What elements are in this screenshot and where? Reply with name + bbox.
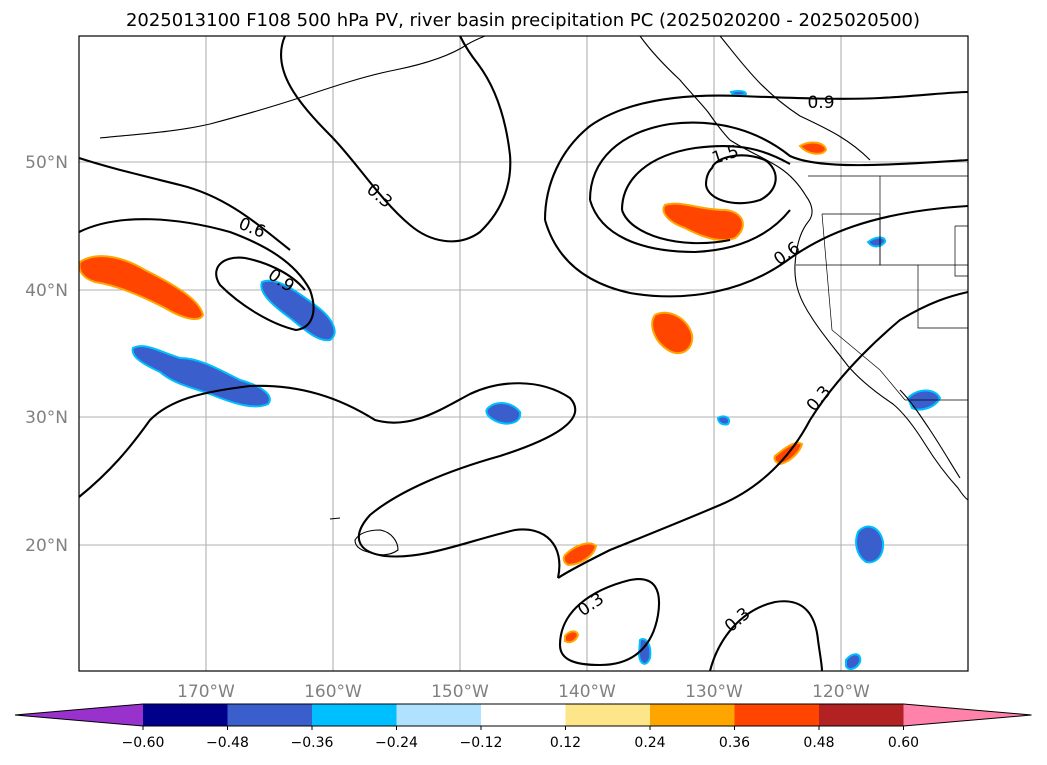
lat-tick-label: 50°N <box>25 153 68 173</box>
lat-tick-label: 20°N <box>25 536 68 556</box>
colorbar-tick-label: 0.12 <box>550 735 581 751</box>
pv-contour-line <box>557 290 969 579</box>
positive-precip-region <box>562 542 598 567</box>
colorbar-tick-label: 0.36 <box>719 735 750 751</box>
colorbar-tick-label: −0.60 <box>122 735 165 751</box>
colorbar-tick-label: 0.48 <box>803 735 834 751</box>
lon-tick-label: 170°W <box>177 682 235 702</box>
colorbar-segment <box>227 704 313 726</box>
colorbar-tick-label: 0.24 <box>634 735 665 751</box>
colorbar-tick-label: 0.60 <box>888 735 919 751</box>
lon-tick-label: 130°W <box>685 682 743 702</box>
pv-contour-line <box>621 209 731 245</box>
lon-tick-label: 150°W <box>431 682 489 702</box>
contour-label: 0.3 <box>803 382 836 416</box>
colorbar-segment <box>396 704 482 726</box>
negative-precip-region <box>845 653 862 671</box>
lon-tick-labels: 170°W 160°W 150°W 140°W 130°W 120°W <box>177 682 870 702</box>
political-borders <box>796 175 969 401</box>
lon-tick-label: 120°W <box>812 682 870 702</box>
pv-contour-line <box>620 145 791 211</box>
map-title: 2025013100 F108 500 hPa PV, river basin … <box>126 10 920 31</box>
colorbar-segment <box>565 704 651 726</box>
pv-contour-line <box>543 204 969 298</box>
negative-precip-region <box>855 525 885 564</box>
contour-labels: 0.3 0.6 0.9 1.5 0.9 0.6 0.3 0.3 0.3 <box>236 93 836 637</box>
pv-contour-line <box>588 199 791 254</box>
negative-precip-region <box>866 236 887 248</box>
precipitation-fills <box>78 89 942 671</box>
colorbar-segment <box>650 704 735 726</box>
pv-contour-line <box>78 382 577 579</box>
colorbar <box>14 703 1032 727</box>
colorbar-tick-label: −0.36 <box>291 735 334 751</box>
negative-precip-region <box>260 279 336 342</box>
lat-tick-labels: 50°N 40°N 30°N 20°N <box>25 153 68 556</box>
colorbar-tick-labels: −0.60 −0.48 −0.36 −0.24 −0.12 0.12 0.24 0.36 0.4… <box>122 726 919 751</box>
colorbar-tick-label: −0.24 <box>375 735 418 751</box>
colorbar-extend-max <box>903 704 1032 726</box>
map-frame <box>78 35 969 672</box>
coastlines <box>99 35 969 556</box>
positive-precip-region <box>662 202 744 242</box>
negative-precip-region <box>716 415 730 426</box>
colorbar-tick-label: −0.12 <box>460 735 503 751</box>
pv-contour-line <box>704 154 777 205</box>
colorbar-segment <box>481 704 566 726</box>
pv-contour-line <box>708 600 824 672</box>
gridlines <box>79 36 968 671</box>
colorbar-tick-label: −0.48 <box>206 735 249 751</box>
contour-label: 0.6 <box>236 214 269 243</box>
pv-contour-line <box>78 218 315 332</box>
negative-precip-region <box>485 402 522 425</box>
colorbar-segment <box>312 704 397 726</box>
pv-contour-line <box>588 121 969 201</box>
pv-contour-line <box>543 90 969 221</box>
pv-contour-line <box>78 157 291 251</box>
colorbar-segment <box>143 704 228 726</box>
positive-precip-region <box>798 141 828 155</box>
lat-tick-label: 40°N <box>25 281 68 301</box>
negative-precip-region <box>131 345 271 408</box>
negative-precip-region <box>729 89 748 97</box>
pv-contour-line <box>558 578 661 667</box>
positive-precip-region <box>564 630 580 644</box>
colorbar-extend-min <box>15 704 143 726</box>
contour-label: 0.9 <box>807 93 834 113</box>
negative-precip-region <box>637 638 652 665</box>
pv-contours <box>78 35 969 672</box>
lon-tick-label: 160°W <box>304 682 362 702</box>
colorbar-segment <box>819 704 904 726</box>
positive-precip-region <box>651 311 694 355</box>
lat-tick-label: 30°N <box>25 408 68 428</box>
colorbar-segment <box>734 704 820 726</box>
contour-label: 0.3 <box>574 589 608 621</box>
lon-tick-label: 140°W <box>558 682 616 702</box>
positive-precip-region <box>78 255 205 321</box>
contour-label: 0.3 <box>721 604 755 637</box>
pv-contour-line <box>279 35 512 243</box>
